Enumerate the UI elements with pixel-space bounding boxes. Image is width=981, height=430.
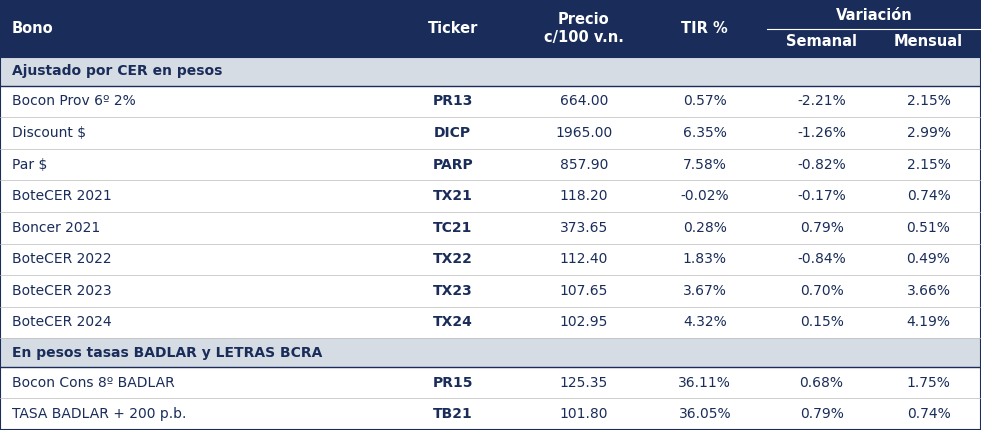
Text: 1.83%: 1.83%	[683, 252, 727, 266]
Bar	[0, 338, 981, 367]
Text: 36.05%: 36.05%	[679, 407, 731, 421]
Text: Ajustado por CER en pesos: Ajustado por CER en pesos	[12, 64, 222, 78]
Text: Mensual: Mensual	[894, 34, 963, 49]
Text: 125.35: 125.35	[559, 376, 608, 390]
Text: En pesos tasas BADLAR y LETRAS BCRA: En pesos tasas BADLAR y LETRAS BCRA	[12, 346, 322, 359]
Text: DICP: DICP	[435, 126, 471, 140]
Text: 0.49%: 0.49%	[906, 252, 951, 266]
Text: TX24: TX24	[433, 316, 473, 329]
Text: PARP: PARP	[433, 157, 473, 172]
Text: 3.67%: 3.67%	[683, 284, 727, 298]
Text: 0.68%: 0.68%	[800, 376, 844, 390]
Text: 0.79%: 0.79%	[800, 221, 844, 235]
Text: 102.95: 102.95	[559, 316, 608, 329]
Text: 0.70%: 0.70%	[800, 284, 844, 298]
Text: 112.40: 112.40	[559, 252, 608, 266]
Text: 0.74%: 0.74%	[906, 407, 951, 421]
Text: 0.51%: 0.51%	[906, 221, 951, 235]
Text: -0.17%: -0.17%	[798, 189, 846, 203]
Text: 7.58%: 7.58%	[683, 157, 727, 172]
Text: 2.15%: 2.15%	[906, 157, 951, 172]
Text: 0.57%: 0.57%	[683, 95, 727, 108]
Text: Bocon Prov 6º 2%: Bocon Prov 6º 2%	[12, 95, 135, 108]
Text: -2.21%: -2.21%	[798, 95, 846, 108]
Bar	[0, 243, 981, 275]
Text: 4.32%: 4.32%	[683, 316, 727, 329]
Bar	[0, 117, 981, 149]
Bar	[0, 57, 981, 86]
Text: PR15: PR15	[433, 376, 473, 390]
Text: 6.35%: 6.35%	[683, 126, 727, 140]
Text: BoteCER 2024: BoteCER 2024	[12, 316, 112, 329]
Text: TX22: TX22	[433, 252, 473, 266]
Text: TIR %: TIR %	[682, 21, 728, 36]
Text: Ticker: Ticker	[428, 21, 478, 36]
Text: 101.80: 101.80	[559, 407, 608, 421]
Text: Precio
c/100 v.n.: Precio c/100 v.n.	[543, 12, 624, 45]
Text: 3.66%: 3.66%	[906, 284, 951, 298]
Bar	[0, 212, 981, 243]
Text: 857.90: 857.90	[559, 157, 608, 172]
Text: 118.20: 118.20	[559, 189, 608, 203]
Text: TC21: TC21	[433, 221, 473, 235]
Text: -1.26%: -1.26%	[798, 126, 846, 140]
Text: TB21: TB21	[433, 407, 473, 421]
Text: 4.19%: 4.19%	[906, 316, 951, 329]
Text: TX23: TX23	[433, 284, 473, 298]
Text: Variación: Variación	[836, 8, 912, 23]
Text: BoteCER 2021: BoteCER 2021	[12, 189, 112, 203]
Text: 0.74%: 0.74%	[906, 189, 951, 203]
Text: PR13: PR13	[433, 95, 473, 108]
Text: 373.65: 373.65	[559, 221, 608, 235]
Text: 0.15%: 0.15%	[800, 316, 844, 329]
Text: TASA BADLAR + 200 p.b.: TASA BADLAR + 200 p.b.	[12, 407, 186, 421]
Text: 0.79%: 0.79%	[800, 407, 844, 421]
Text: 1965.00: 1965.00	[555, 126, 612, 140]
Text: Bono: Bono	[12, 21, 53, 36]
Text: -0.82%: -0.82%	[798, 157, 846, 172]
Bar	[0, 367, 981, 399]
Text: BoteCER 2023: BoteCER 2023	[12, 284, 112, 298]
Text: BoteCER 2022: BoteCER 2022	[12, 252, 112, 266]
Text: 36.11%: 36.11%	[679, 376, 731, 390]
Text: 0.28%: 0.28%	[683, 221, 727, 235]
Bar	[0, 307, 981, 338]
Bar	[0, 86, 981, 117]
Text: 2.15%: 2.15%	[906, 95, 951, 108]
Text: 664.00: 664.00	[559, 95, 608, 108]
Text: 2.99%: 2.99%	[906, 126, 951, 140]
Text: Bocon Cons 8º BADLAR: Bocon Cons 8º BADLAR	[12, 376, 175, 390]
Bar	[0, 0, 981, 57]
Text: Discount $: Discount $	[12, 126, 86, 140]
Text: TX21: TX21	[433, 189, 473, 203]
Text: 107.65: 107.65	[559, 284, 608, 298]
Text: Semanal: Semanal	[786, 34, 857, 49]
Bar	[0, 399, 981, 430]
Text: Par $: Par $	[12, 157, 47, 172]
Text: 1.75%: 1.75%	[906, 376, 951, 390]
Bar	[0, 180, 981, 212]
Text: -0.84%: -0.84%	[798, 252, 846, 266]
Text: -0.02%: -0.02%	[681, 189, 729, 203]
Bar	[0, 275, 981, 307]
Text: Boncer 2021: Boncer 2021	[12, 221, 100, 235]
Bar	[0, 149, 981, 180]
